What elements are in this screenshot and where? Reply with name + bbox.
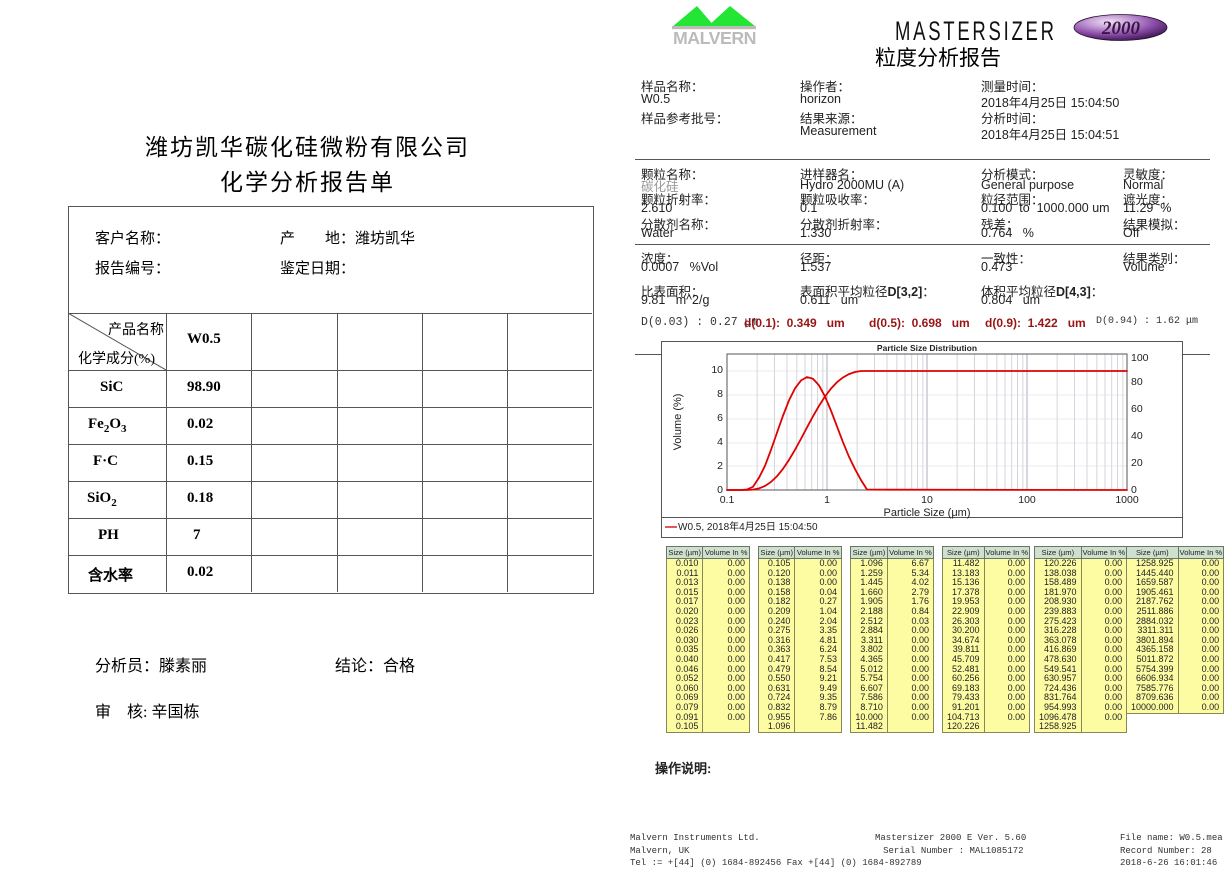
svg-text:2000: 2000 — [1101, 18, 1141, 39]
svg-text:20: 20 — [1131, 457, 1143, 469]
svg-text:80: 80 — [1131, 376, 1143, 388]
svg-text:100: 100 — [1018, 494, 1036, 506]
svg-text:W0.5, 2018年4月25日 15:04:50: W0.5, 2018年4月25日 15:04:50 — [678, 520, 818, 533]
svg-text:Volume (%): Volume (%) — [672, 394, 684, 451]
svg-text:4: 4 — [717, 436, 723, 448]
svg-text:Particle Size (μm): Particle Size (μm) — [883, 507, 970, 519]
svg-text:Particle Size Distribution: Particle Size Distribution — [877, 343, 977, 353]
svg-text:MALVERN: MALVERN — [673, 28, 756, 48]
svg-text:60: 60 — [1131, 403, 1143, 415]
svg-text:10: 10 — [711, 364, 723, 376]
svg-text:10: 10 — [921, 494, 933, 506]
svg-text:1000: 1000 — [1115, 494, 1139, 506]
svg-text:8: 8 — [717, 388, 723, 400]
svg-text:0.1: 0.1 — [720, 494, 735, 506]
svg-text:1: 1 — [824, 494, 830, 506]
svg-text:6: 6 — [717, 412, 723, 424]
svg-text:100: 100 — [1131, 352, 1149, 364]
svg-text:40: 40 — [1131, 430, 1143, 442]
svg-text:2: 2 — [717, 460, 723, 472]
